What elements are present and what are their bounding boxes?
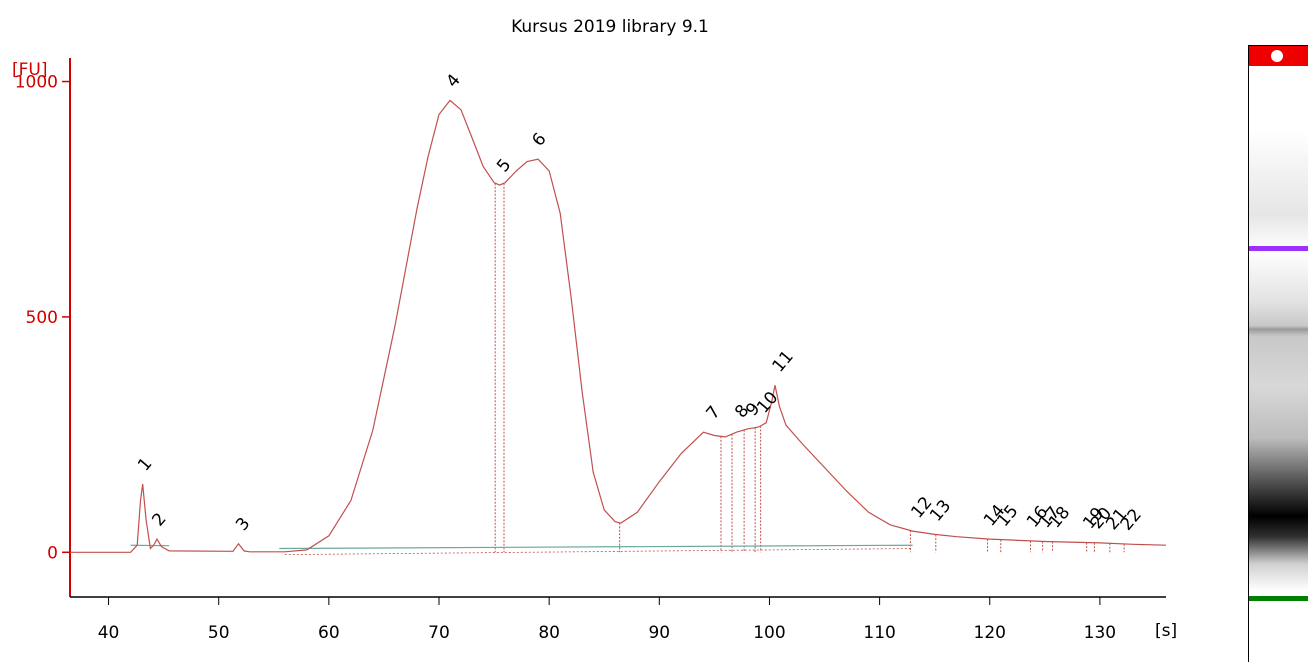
x-tick-label: 70 (428, 623, 450, 643)
x-tick-label: 40 (98, 623, 120, 643)
lane-indicator-icon (1271, 50, 1283, 62)
gel-lane-header[interactable] (1249, 46, 1308, 66)
peak-label-6: 6 (528, 129, 550, 150)
peak-label-4: 4 (443, 70, 465, 91)
axes: 40 50 60 70 80 90 100 110 120 130 0 500 1000 (15, 58, 1166, 643)
x-tick-label: 110 (863, 623, 895, 643)
peak-label-11: 11 (769, 347, 798, 376)
x-tick-label: 100 (753, 623, 785, 643)
baseline-dotted (285, 549, 913, 555)
gel-lane-band-top (1249, 131, 1308, 251)
x-tick-label: 50 (208, 623, 230, 643)
x-tick-label: 60 (318, 623, 340, 643)
x-tick-label: 80 (538, 623, 560, 643)
peak-label-2: 2 (148, 509, 170, 530)
peak-dividers (495, 183, 1124, 552)
y-tick-label: 1000 (15, 73, 58, 93)
x-tick-label: 130 (1084, 623, 1116, 643)
x-tick-label: 90 (648, 623, 670, 643)
chart-title: Kursus 2019 library 9.1 (511, 17, 709, 37)
peak-label-13: 13 (926, 496, 955, 525)
gel-lane-panel (1248, 45, 1308, 662)
x-axis-label: [s] (1155, 621, 1177, 641)
gel-lower-marker (1249, 596, 1308, 601)
trace (70, 100, 1166, 552)
baseline (131, 545, 913, 554)
peak-label-3: 3 (232, 514, 254, 535)
baseline-segment (279, 545, 912, 548)
peak-label-7: 7 (702, 402, 724, 423)
trace-line (70, 100, 1166, 552)
peak-label-5: 5 (493, 155, 515, 176)
x-tick-label: 120 (974, 623, 1006, 643)
gel-lane-band-middle (1249, 251, 1308, 591)
y-tick-label: 500 (26, 308, 58, 328)
y-tick-label: 0 (47, 543, 58, 563)
peak-label-1: 1 (134, 454, 156, 475)
